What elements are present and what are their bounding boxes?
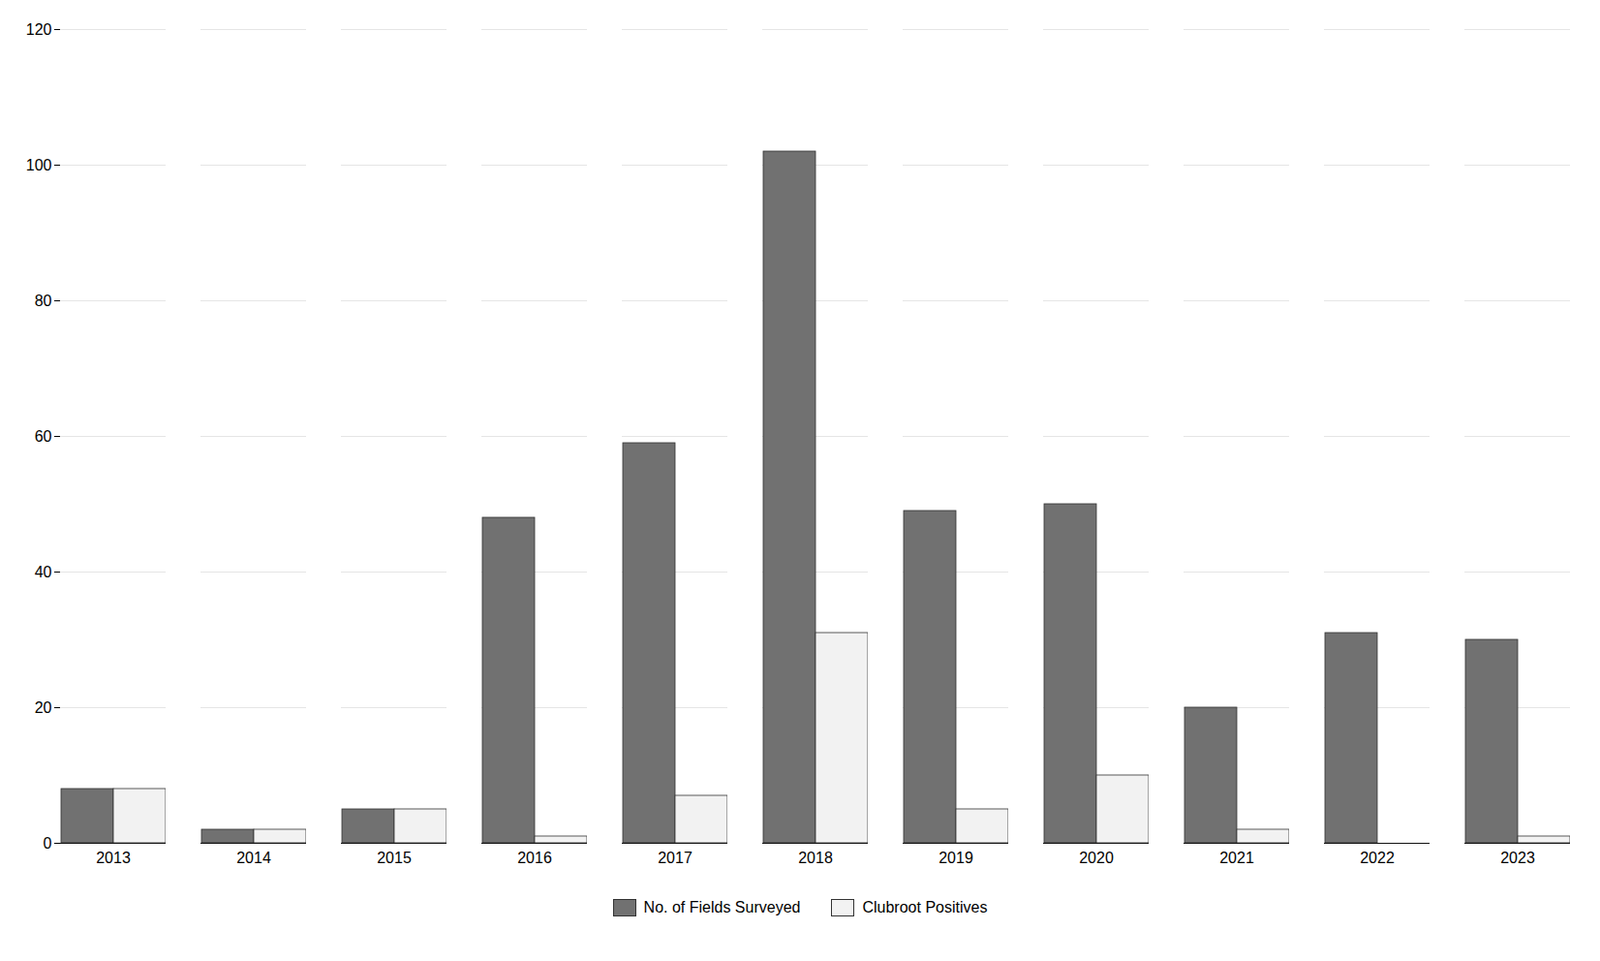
svg-text:2016: 2016 xyxy=(517,849,553,866)
html-text:Clubroot Positives: Clubroot Positives xyxy=(862,898,988,916)
svg-text:2013: 2013 xyxy=(95,849,131,866)
svg-text:60: 60 xyxy=(34,428,53,445)
svg-text:2019: 2019 xyxy=(938,849,974,866)
svg-text:2021: 2021 xyxy=(1219,849,1255,866)
html-text:No. of Fields Surveyed: No. of Fields Surveyed xyxy=(643,898,801,916)
svg-text:2023: 2023 xyxy=(1500,849,1536,866)
svg-text:80: 80 xyxy=(34,292,53,309)
svg-text:100: 100 xyxy=(26,156,53,174)
svg-text:20: 20 xyxy=(34,699,53,716)
svg-text:120: 120 xyxy=(26,21,53,38)
svg-text:0: 0 xyxy=(43,834,53,852)
svg-text:40: 40 xyxy=(34,563,53,581)
svg-text:2017: 2017 xyxy=(657,849,693,866)
svg-text:2015: 2015 xyxy=(376,849,412,866)
svg-text:2018: 2018 xyxy=(798,849,833,866)
svg-text:2020: 2020 xyxy=(1078,849,1114,866)
svg-text:2022: 2022 xyxy=(1359,849,1395,866)
svg-text:2014: 2014 xyxy=(236,849,272,866)
